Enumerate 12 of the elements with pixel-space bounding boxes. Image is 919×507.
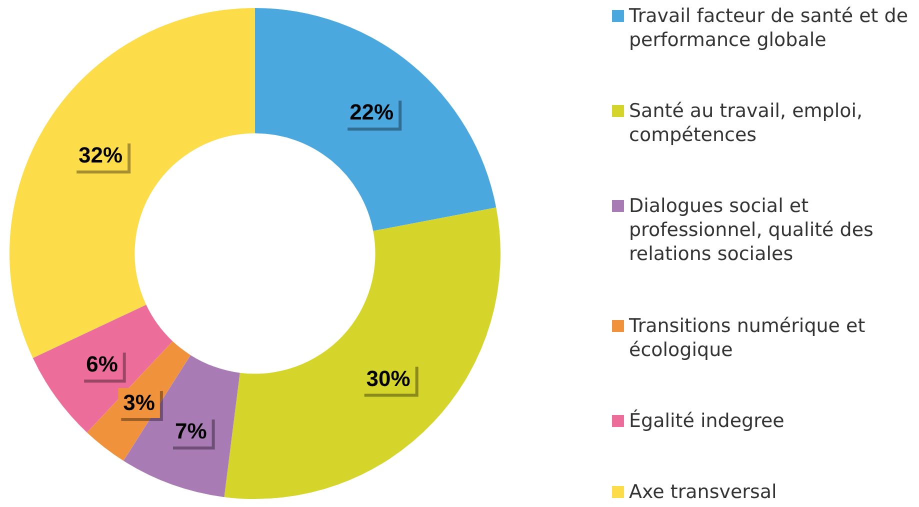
legend-label: Axe transversal xyxy=(629,480,777,504)
data-label: 30% xyxy=(366,366,410,391)
data-label: 3% xyxy=(123,390,155,416)
data-label: 22% xyxy=(350,100,394,125)
legend-label: Égalité indegree xyxy=(629,408,784,433)
legend-label: Transitions numérique et écologique xyxy=(629,314,866,362)
legend-label: Dialogues social et professionnel, qualité des relations sociales xyxy=(629,194,874,266)
data-label: 6% xyxy=(86,352,118,377)
legend-label: Travail facteur de santé et de performance globale xyxy=(629,4,910,52)
legend-label: Santé au travail, emploi, compétences xyxy=(629,99,864,148)
data-label: 32% xyxy=(78,142,123,168)
data-label: 7% xyxy=(175,418,207,444)
